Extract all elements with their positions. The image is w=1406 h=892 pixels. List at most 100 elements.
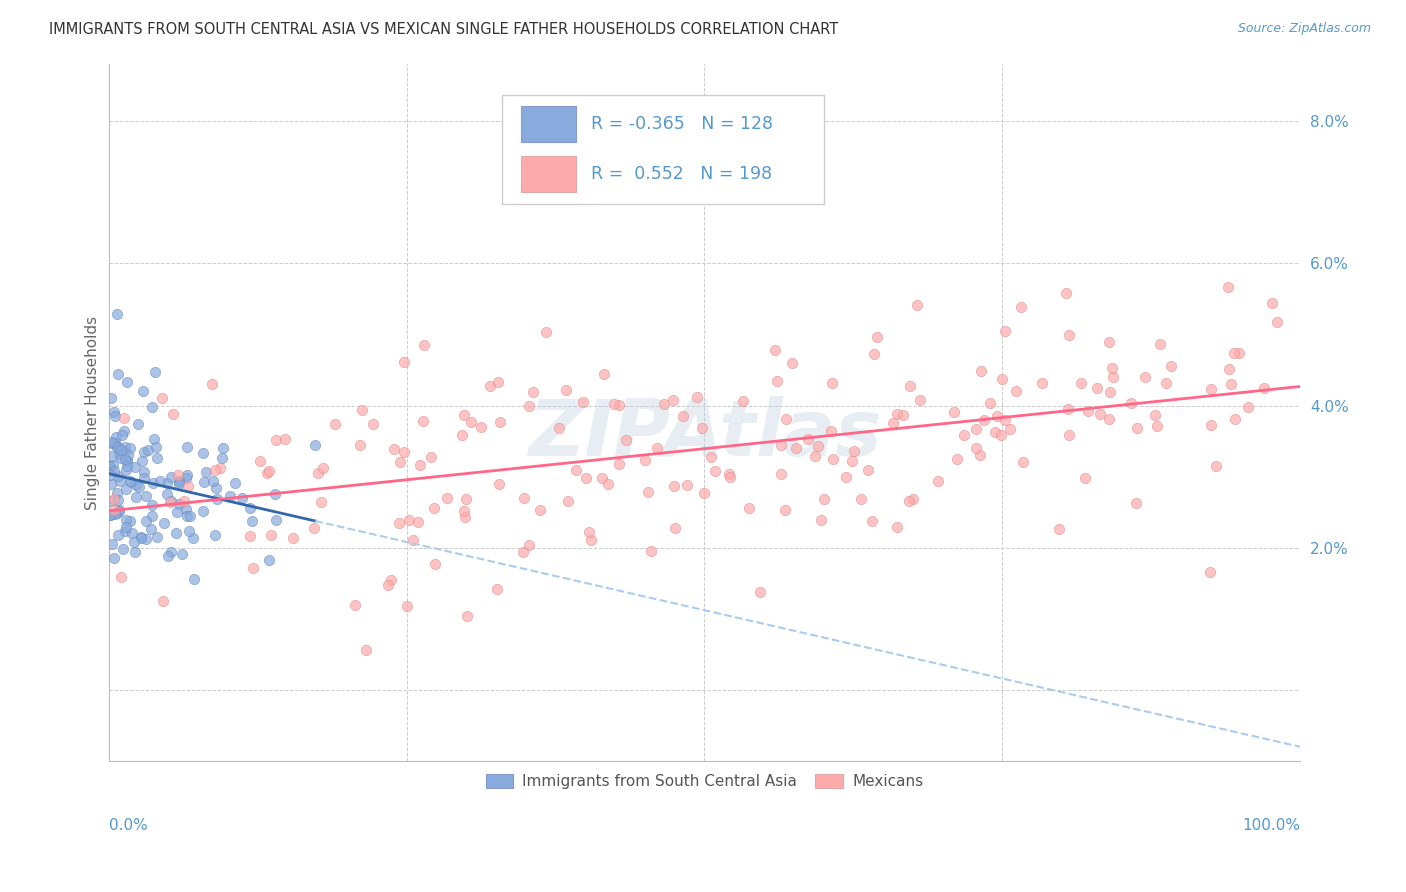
Point — [107, 469, 129, 483]
Point — [380, 574, 402, 588]
Point — [118, 441, 141, 455]
Point — [983, 425, 1005, 440]
Point — [453, 504, 475, 518]
Point — [231, 491, 253, 505]
Point — [479, 379, 502, 393]
Point — [104, 430, 127, 444]
Point — [766, 374, 789, 388]
Point — [115, 519, 138, 533]
Point — [135, 489, 157, 503]
Point — [354, 643, 377, 657]
Point — [120, 475, 142, 489]
Point — [98, 460, 121, 475]
Point — [402, 533, 425, 548]
Point — [965, 421, 987, 435]
Point — [534, 325, 557, 339]
Point — [901, 492, 924, 507]
Point — [204, 528, 226, 542]
Point — [640, 543, 662, 558]
Point — [156, 476, 179, 491]
Point — [201, 377, 224, 392]
Point — [700, 450, 723, 464]
Text: ZIPAtlas: ZIPAtlas — [527, 396, 882, 472]
Point — [1099, 385, 1122, 400]
Point — [773, 503, 796, 517]
Point — [637, 485, 659, 500]
Point — [211, 450, 233, 465]
Point — [309, 495, 332, 509]
Point — [132, 444, 155, 458]
Point — [860, 514, 883, 528]
Point — [257, 464, 280, 478]
Point — [775, 412, 797, 426]
Point — [115, 463, 138, 477]
Point — [395, 599, 418, 614]
Point — [1216, 279, 1239, 293]
Point — [886, 519, 908, 533]
Point — [142, 432, 165, 446]
Point — [575, 470, 598, 484]
Point — [1146, 419, 1168, 434]
Point — [603, 397, 626, 411]
Point — [124, 545, 146, 559]
Point — [128, 480, 150, 494]
Point — [166, 505, 188, 519]
Point — [1074, 471, 1097, 485]
Point — [121, 526, 143, 541]
Point — [108, 447, 131, 461]
Point — [664, 479, 686, 493]
Point — [141, 400, 163, 414]
Point — [274, 432, 297, 446]
Point — [454, 491, 477, 506]
Point — [749, 585, 772, 599]
Point — [1154, 376, 1177, 390]
Point — [676, 477, 699, 491]
Point — [349, 438, 371, 452]
Point — [785, 441, 807, 455]
Point — [105, 486, 128, 500]
Point — [384, 442, 406, 456]
Point — [1031, 376, 1053, 391]
Point — [807, 439, 830, 453]
Point — [804, 449, 827, 463]
Point — [998, 422, 1021, 436]
Point — [718, 470, 741, 484]
Point — [165, 525, 187, 540]
Point — [160, 545, 183, 559]
Point — [866, 329, 889, 343]
Point — [114, 524, 136, 538]
Point — [436, 491, 458, 506]
Point — [1085, 381, 1108, 395]
Point — [103, 405, 125, 419]
Point — [307, 466, 329, 480]
Point — [821, 376, 844, 391]
Point — [554, 383, 576, 397]
Point — [686, 390, 709, 404]
Point — [392, 444, 415, 458]
Point — [453, 409, 475, 423]
Point — [451, 427, 474, 442]
Point — [264, 487, 287, 501]
Point — [98, 458, 121, 473]
Point — [312, 460, 335, 475]
Point — [1261, 295, 1284, 310]
Point — [350, 402, 373, 417]
Point — [176, 440, 198, 454]
Point — [953, 427, 976, 442]
Point — [193, 475, 215, 490]
Point — [946, 452, 969, 467]
Point — [733, 394, 755, 409]
Point — [1133, 370, 1156, 384]
Point — [797, 432, 820, 446]
Point — [841, 454, 863, 468]
Point — [927, 475, 949, 489]
Point — [107, 528, 129, 542]
Point — [1227, 346, 1250, 360]
Point — [108, 474, 131, 488]
Point — [412, 414, 434, 428]
Point — [512, 545, 534, 559]
Point — [142, 476, 165, 491]
Point — [162, 407, 184, 421]
Point — [112, 424, 135, 438]
Point — [209, 460, 232, 475]
